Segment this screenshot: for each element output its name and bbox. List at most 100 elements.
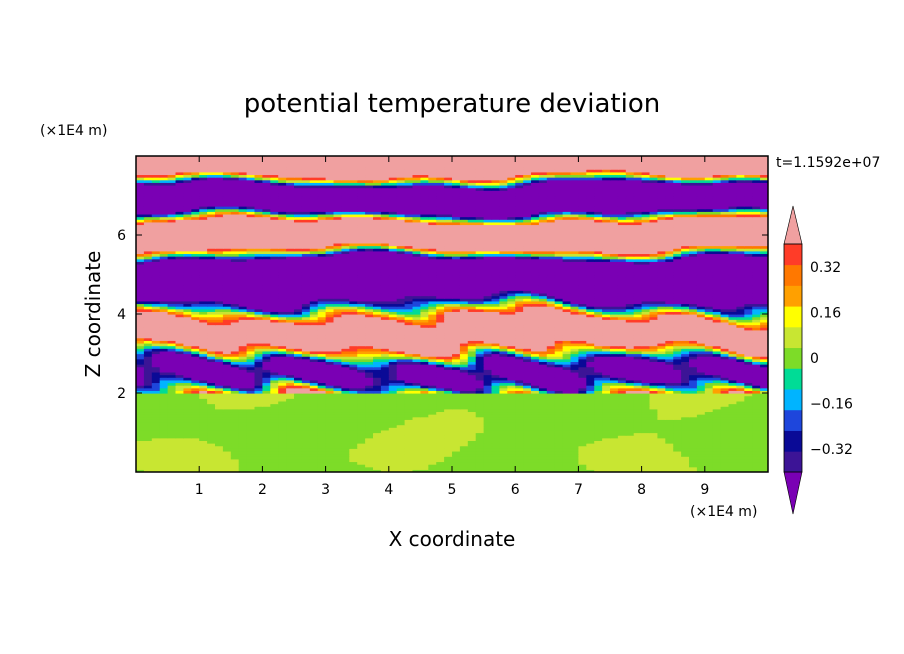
- contour-cell: [531, 374, 540, 378]
- contour-cell: [436, 335, 445, 339]
- contour-cell: [262, 403, 271, 407]
- contour-cell: [380, 443, 390, 447]
- contour-cell: [436, 345, 445, 349]
- contour-cell: [744, 453, 753, 457]
- contour-cell: [641, 377, 651, 381]
- contour-cell: [444, 450, 453, 455]
- contour-cell: [143, 387, 153, 391]
- contour-cell: [151, 377, 161, 381]
- contour-cell: [159, 458, 169, 463]
- contour-cell: [594, 427, 603, 431]
- contour-cell: [538, 416, 548, 420]
- contour-cell: [278, 348, 287, 352]
- contour-cell: [136, 443, 145, 447]
- contour-cell: [420, 453, 429, 457]
- contour-cell: [380, 371, 390, 376]
- contour-cell: [657, 345, 666, 349]
- contour-cell: [254, 432, 263, 436]
- contour-cell: [483, 411, 493, 415]
- contour-cell: [752, 448, 761, 452]
- contour-cell: [380, 453, 390, 457]
- contour-cell: [546, 408, 556, 413]
- contour-cell: [728, 424, 737, 428]
- contour-cell: [428, 419, 437, 423]
- contour-cell: [436, 390, 445, 394]
- contour-cell: [720, 421, 730, 426]
- contour-cell: [538, 385, 548, 389]
- contour-cell: [720, 414, 730, 418]
- contour-cell: [617, 390, 627, 394]
- contour-cell: [317, 432, 327, 436]
- contour-cell: [388, 393, 398, 397]
- contour-cell: [262, 427, 271, 431]
- contour-cell: [373, 358, 382, 362]
- contour-cell: [483, 400, 493, 405]
- contour-cell: [538, 429, 548, 434]
- contour-cell: [404, 440, 414, 444]
- contour-cell: [523, 429, 532, 434]
- contour-cell: [207, 393, 216, 397]
- contour-cell: [736, 411, 745, 415]
- contour-cell: [183, 395, 192, 399]
- contour-cell: [610, 403, 619, 407]
- contour-cell: [230, 403, 240, 407]
- contour-cell: [459, 369, 469, 373]
- contour-cell: [230, 337, 240, 341]
- contour-cell: [546, 406, 556, 410]
- contour-cell: [483, 421, 493, 426]
- contour-cell: [270, 342, 279, 347]
- contour-cell: [404, 350, 414, 355]
- contour-cell: [333, 311, 342, 315]
- contour-cell: [373, 435, 382, 439]
- contour-cell: [531, 400, 540, 405]
- contour-cell: [720, 342, 730, 347]
- contour-cell: [199, 416, 208, 420]
- contour-cell: [444, 385, 453, 389]
- contour-cell: [191, 314, 200, 318]
- contour-cell: [744, 364, 753, 368]
- contour-cell: [159, 353, 169, 357]
- contour-cell: [373, 461, 382, 465]
- contour-cell: [554, 385, 564, 389]
- contour-cell: [578, 400, 587, 405]
- contour-cell: [136, 314, 145, 318]
- contour-cell: [610, 445, 619, 449]
- contour-cell: [333, 374, 342, 378]
- contour-cell: [554, 308, 564, 312]
- contour-cell: [523, 329, 532, 334]
- contour-cell: [744, 382, 753, 386]
- contour-cell: [736, 345, 745, 349]
- contour-cell: [681, 464, 690, 468]
- contour-cell: [428, 461, 437, 465]
- contour-cell: [444, 374, 453, 378]
- contour-cell: [736, 369, 745, 373]
- contour-cell: [523, 390, 532, 394]
- contour-cell: [341, 432, 350, 436]
- contour-cell: [436, 329, 445, 334]
- contour-cell: [136, 382, 145, 386]
- contour-cell: [459, 379, 469, 384]
- contour-cell: [238, 411, 248, 415]
- contour-cell: [380, 435, 390, 439]
- contour-cell: [475, 403, 485, 407]
- contour-cell: [712, 437, 722, 441]
- contour-cell: [349, 314, 358, 318]
- contour-cell: [215, 437, 224, 441]
- contour-cell: [396, 443, 406, 447]
- contour-cell: [617, 356, 627, 360]
- contour-cell: [554, 427, 564, 431]
- contour-cell: [633, 324, 643, 328]
- contour-cell: [349, 427, 358, 431]
- contour-cell: [151, 374, 161, 378]
- contour-cell: [136, 342, 145, 347]
- contour-cell: [333, 350, 342, 355]
- contour-cell: [689, 356, 698, 360]
- contour-cell: [594, 316, 603, 320]
- contour-cell: [554, 414, 564, 418]
- contour-cell: [357, 453, 366, 457]
- contour-cell: [325, 374, 335, 378]
- contour-cell: [760, 435, 768, 439]
- contour-cell: [641, 450, 651, 455]
- contour-cell: [175, 450, 184, 455]
- contour-cell: [760, 332, 768, 336]
